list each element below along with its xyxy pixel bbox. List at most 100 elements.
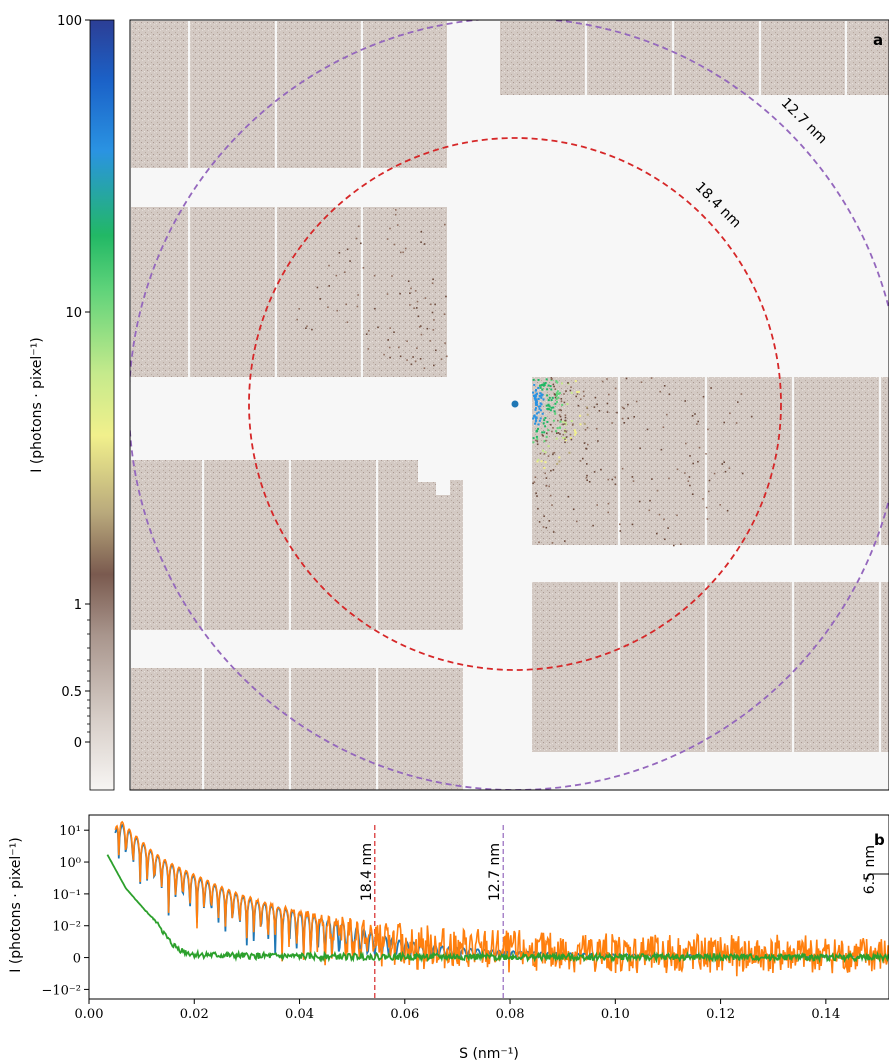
signal-pixel — [444, 342, 446, 344]
signal-pixel — [664, 538, 666, 541]
signal-pixel — [552, 427, 554, 429]
x-tick-label: 0.00 — [75, 1007, 104, 1022]
signal-pixel — [565, 390, 567, 392]
signal-pixel — [418, 326, 421, 328]
signal-pixel — [355, 237, 358, 240]
signal-pixel — [663, 385, 666, 387]
signal-pixel — [552, 419, 555, 422]
signal-pixel — [556, 462, 559, 465]
signal-pixel — [676, 468, 679, 471]
signal-pixel — [569, 437, 572, 439]
signal-pixel — [750, 415, 753, 418]
signal-pixel — [538, 407, 541, 410]
signal-pixel — [556, 400, 558, 403]
signal-pixel — [558, 414, 561, 416]
signal-pixel — [576, 393, 579, 395]
signal-pixel — [409, 292, 411, 294]
signal-pixel — [538, 405, 540, 408]
signal-pixel — [570, 438, 573, 441]
signal-pixel — [705, 453, 707, 455]
signal-pixel — [583, 422, 586, 425]
x-tick-label: 0.08 — [496, 1007, 525, 1022]
signal-pixel — [398, 346, 400, 349]
signal-pixel — [409, 304, 411, 306]
signal-pixel — [542, 434, 544, 437]
signal-pixel — [660, 448, 663, 451]
signal-pixel — [555, 437, 558, 440]
signal-pixel — [546, 432, 548, 435]
signal-pixel — [574, 431, 577, 434]
signal-pixel — [702, 498, 704, 500]
signal-pixel — [431, 311, 434, 314]
signal-pixel — [559, 420, 562, 423]
signal-pixel — [445, 295, 447, 298]
signal-pixel — [663, 518, 665, 521]
signal-pixel — [539, 452, 542, 455]
signal-pixel — [568, 451, 571, 454]
signal-pixel — [402, 251, 404, 254]
signal-pixel — [541, 431, 544, 434]
signal-pixel — [538, 541, 540, 544]
signal-pixel — [621, 417, 624, 420]
signal-pixel — [621, 406, 624, 409]
signal-pixel — [552, 383, 555, 386]
signal-pixel — [685, 442, 687, 445]
signal-pixel — [554, 396, 557, 399]
colorbar-tick-label: 1 — [74, 598, 82, 613]
signal-pixel — [416, 347, 418, 349]
signal-pixel — [535, 419, 538, 422]
annotation-label: 6.5 nm — [862, 845, 878, 894]
signal-pixel — [556, 381, 559, 384]
signal-pixel — [579, 460, 582, 462]
signal-pixel — [532, 395, 535, 397]
beam-center-marker — [511, 400, 519, 408]
signal-pixel — [710, 387, 712, 389]
signal-pixel — [551, 430, 553, 433]
signal-pixel — [410, 287, 412, 290]
signal-pixel — [639, 447, 641, 450]
signal-pixel — [583, 395, 585, 397]
signal-pixel — [562, 420, 565, 423]
signal-pixel — [684, 400, 686, 402]
signal-pixel — [356, 305, 359, 308]
detector-module — [532, 377, 889, 545]
signal-pixel — [586, 413, 589, 416]
panel-b-label: b — [874, 831, 885, 849]
annotation-bracket — [865, 873, 889, 883]
signal-pixel — [598, 410, 601, 412]
signal-pixel — [543, 419, 546, 422]
signal-pixel — [533, 383, 536, 386]
signal-pixel — [535, 399, 538, 402]
signal-pixel — [627, 403, 629, 406]
signal-pixel — [546, 394, 549, 397]
signal-pixel — [614, 387, 617, 390]
signal-pixel — [691, 415, 694, 417]
signal-pixel — [721, 463, 724, 465]
signal-pixel — [553, 451, 556, 454]
signal-pixel — [535, 435, 538, 438]
signal-pixel — [424, 297, 427, 299]
annotation-6-5nm: 6.5 nm — [862, 845, 889, 894]
signal-pixel — [367, 348, 370, 350]
signal-pixel — [420, 333, 423, 336]
colorbar: 100 10 1 0.5 0 I (photons · pixel⁻¹) — [29, 14, 115, 791]
signal-pixel — [542, 384, 545, 387]
panel-a-label: a — [873, 31, 883, 49]
signal-pixel — [544, 461, 547, 464]
signal-pixel — [705, 506, 708, 509]
signal-pixel — [387, 339, 389, 341]
signal-pixel — [600, 468, 602, 471]
signal-pixel — [545, 526, 548, 529]
signal-pixel — [580, 398, 582, 400]
signal-pixel — [662, 426, 665, 428]
signal-pixel — [393, 331, 395, 333]
signal-pixel — [692, 462, 694, 465]
signal-pixel — [395, 209, 397, 211]
y-axis-ticks: −10⁻² 0 10⁻² 10⁻¹ 10⁰ 10¹ — [41, 824, 89, 998]
x-tick-label: 0.06 — [390, 1007, 419, 1022]
signal-pixel — [557, 392, 560, 395]
signal-pixel — [582, 390, 585, 393]
signal-pixel — [554, 394, 556, 396]
signal-pixel — [545, 477, 548, 479]
signal-pixel — [689, 484, 691, 487]
